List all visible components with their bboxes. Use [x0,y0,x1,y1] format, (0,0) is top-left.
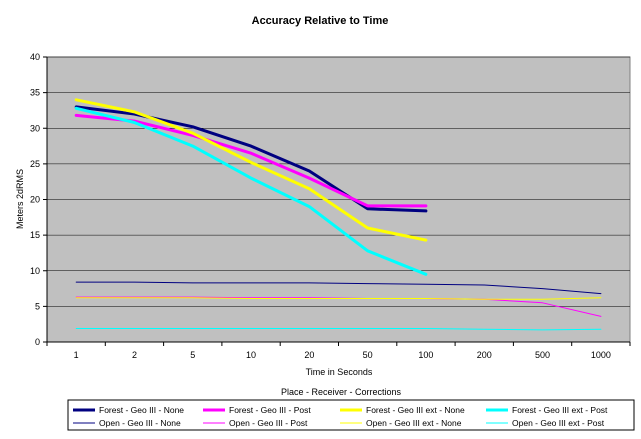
y-tick-label: 30 [30,123,40,133]
legend-entry: Forest - Geo III ext - None [366,405,465,415]
series-line-1 [74,105,428,213]
series-line-4 [74,106,428,276]
legend-entry: Open - Geo III ext - Post [512,418,605,428]
series-line-5 [75,281,602,295]
legend-entry: Open - Geo III - Post [229,418,308,428]
legend-entry: Open - Geo III ext - None [366,418,462,428]
y-tick-label: 25 [30,159,40,169]
series-line-8 [75,328,602,331]
legend-entry: Forest - Geo III ext - Post [512,405,608,415]
x-tick-label: 1000 [591,350,611,360]
x-axis-ticks: 1 2 5 10 20 50 100 200 500 1000 [46,342,631,360]
legend: Forest - Geo III - None Forest - Geo III … [73,405,608,428]
x-tick-label: 500 [535,350,550,360]
x-tick-label: 200 [477,350,492,360]
y-tick-label: 20 [30,195,40,205]
y-tick-label: 40 [30,52,40,62]
x-tick-label: 50 [363,350,373,360]
gridlines [47,56,630,307]
x-tick-label: 2 [132,350,137,360]
legend-entry: Forest - Geo III - Post [229,405,311,415]
series-line-7 [75,297,602,300]
chart-title: Accuracy Relative to Time [252,15,389,27]
y-tick-label: 35 [30,88,40,98]
series-lines [74,98,602,331]
x-tick-label: 5 [190,350,195,360]
x-tick-label: 10 [246,350,256,360]
y-tick-label: 10 [30,266,40,276]
y-tick-label: 0 [35,337,40,347]
legend-box [67,399,635,431]
y-axis-ticks: 0 5 10 15 20 25 30 35 40 [30,52,47,347]
x-tick-label: 1 [74,350,79,360]
series-line-3 [74,98,428,242]
legend-entry: Open - Geo III - None [99,418,181,428]
y-tick-label: 5 [35,301,40,311]
x-axis-label: Time in Seconds [306,367,373,377]
x-tick-label: 100 [418,350,433,360]
legend-entry: Forest - Geo III - None [99,405,184,415]
x-tick-label: 20 [304,350,314,360]
legend-title: Place - Receiver - Corrections [281,387,402,397]
y-axis-label: Meters 2dRMS [15,169,25,229]
y-tick-label: 15 [30,230,40,240]
